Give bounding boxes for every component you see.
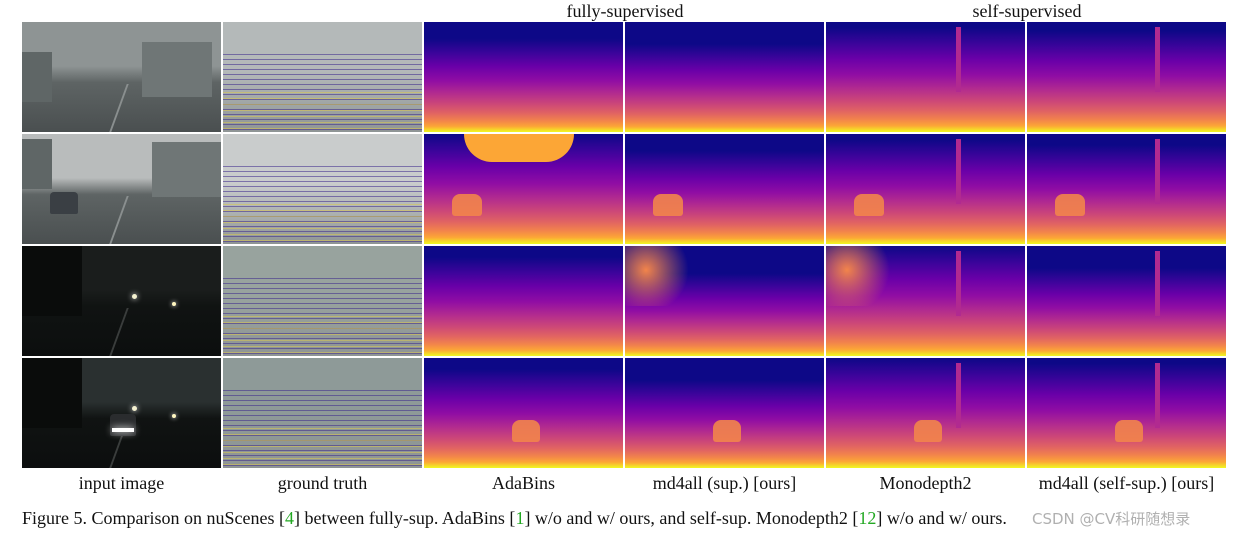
image-cell-r2-depth <box>1027 134 1226 244</box>
column-label-input-image: input image <box>78 473 165 493</box>
caption-suffix: ] w/o and w/ ours. <box>876 508 1007 528</box>
column-label-monodepth2: Monodepth2 <box>879 473 972 493</box>
image-cell-r3-depth <box>625 246 824 356</box>
column-label-md4all-sup: md4all (sup.) [ours] <box>652 473 797 493</box>
image-cell-r4-lidar <box>223 358 422 468</box>
image-cell-r2-depth <box>625 134 824 244</box>
image-cell-r4-rgb <box>22 358 221 468</box>
image-cell-r3-rgb <box>22 246 221 356</box>
header-fully-supervised: fully-supervised <box>566 1 684 21</box>
image-cell-r2-lidar <box>223 134 422 244</box>
caption-prefix: Figure 5. Comparison on nuScenes [ <box>22 508 285 528</box>
image-cell-r1-depth <box>424 22 623 132</box>
image-cell-r1-depth <box>1027 22 1226 132</box>
image-cell-r2-depth <box>826 134 1025 244</box>
column-label-md4all-self-sup: md4all (self-sup.) [ours] <box>1038 473 1215 493</box>
image-cell-r1-depth <box>826 22 1025 132</box>
image-cell-r1-depth <box>625 22 824 132</box>
image-cell-r4-depth <box>625 358 824 468</box>
column-label-ground-truth: ground truth <box>277 473 368 493</box>
caption-text: ] w/o and w/ ours, and self-sup. Monodep… <box>524 508 859 528</box>
image-cell-r4-depth <box>1027 358 1226 468</box>
watermark: CSDN @CV科研随想录 <box>1032 510 1191 528</box>
header-self-supervised: self-supervised <box>972 1 1082 21</box>
image-cell-r1-rgb <box>22 22 221 132</box>
image-cell-r1-lidar <box>223 22 422 132</box>
column-label-adabins: AdaBins <box>492 473 555 493</box>
image-cell-r3-depth <box>826 246 1025 356</box>
caption-ref-link[interactable]: 12 <box>858 508 877 528</box>
caption-ref-link[interactable]: 1 <box>515 508 525 528</box>
image-cell-r3-depth <box>1027 246 1226 356</box>
image-cell-r3-lidar <box>223 246 422 356</box>
caption-ref-link[interactable]: 4 <box>284 508 294 528</box>
caption-text: ] between fully-sup. AdaBins [ <box>293 508 516 528</box>
image-cell-r4-depth <box>424 358 623 468</box>
image-cell-r4-depth <box>826 358 1025 468</box>
image-cell-r2-rgb <box>22 134 221 244</box>
comparison-image-grid <box>22 22 1228 470</box>
image-cell-r2-depth <box>424 134 623 244</box>
figure-caption: Figure 5. Comparison on nuScenes [4] bet… <box>22 508 1007 529</box>
image-cell-r3-depth <box>424 246 623 356</box>
